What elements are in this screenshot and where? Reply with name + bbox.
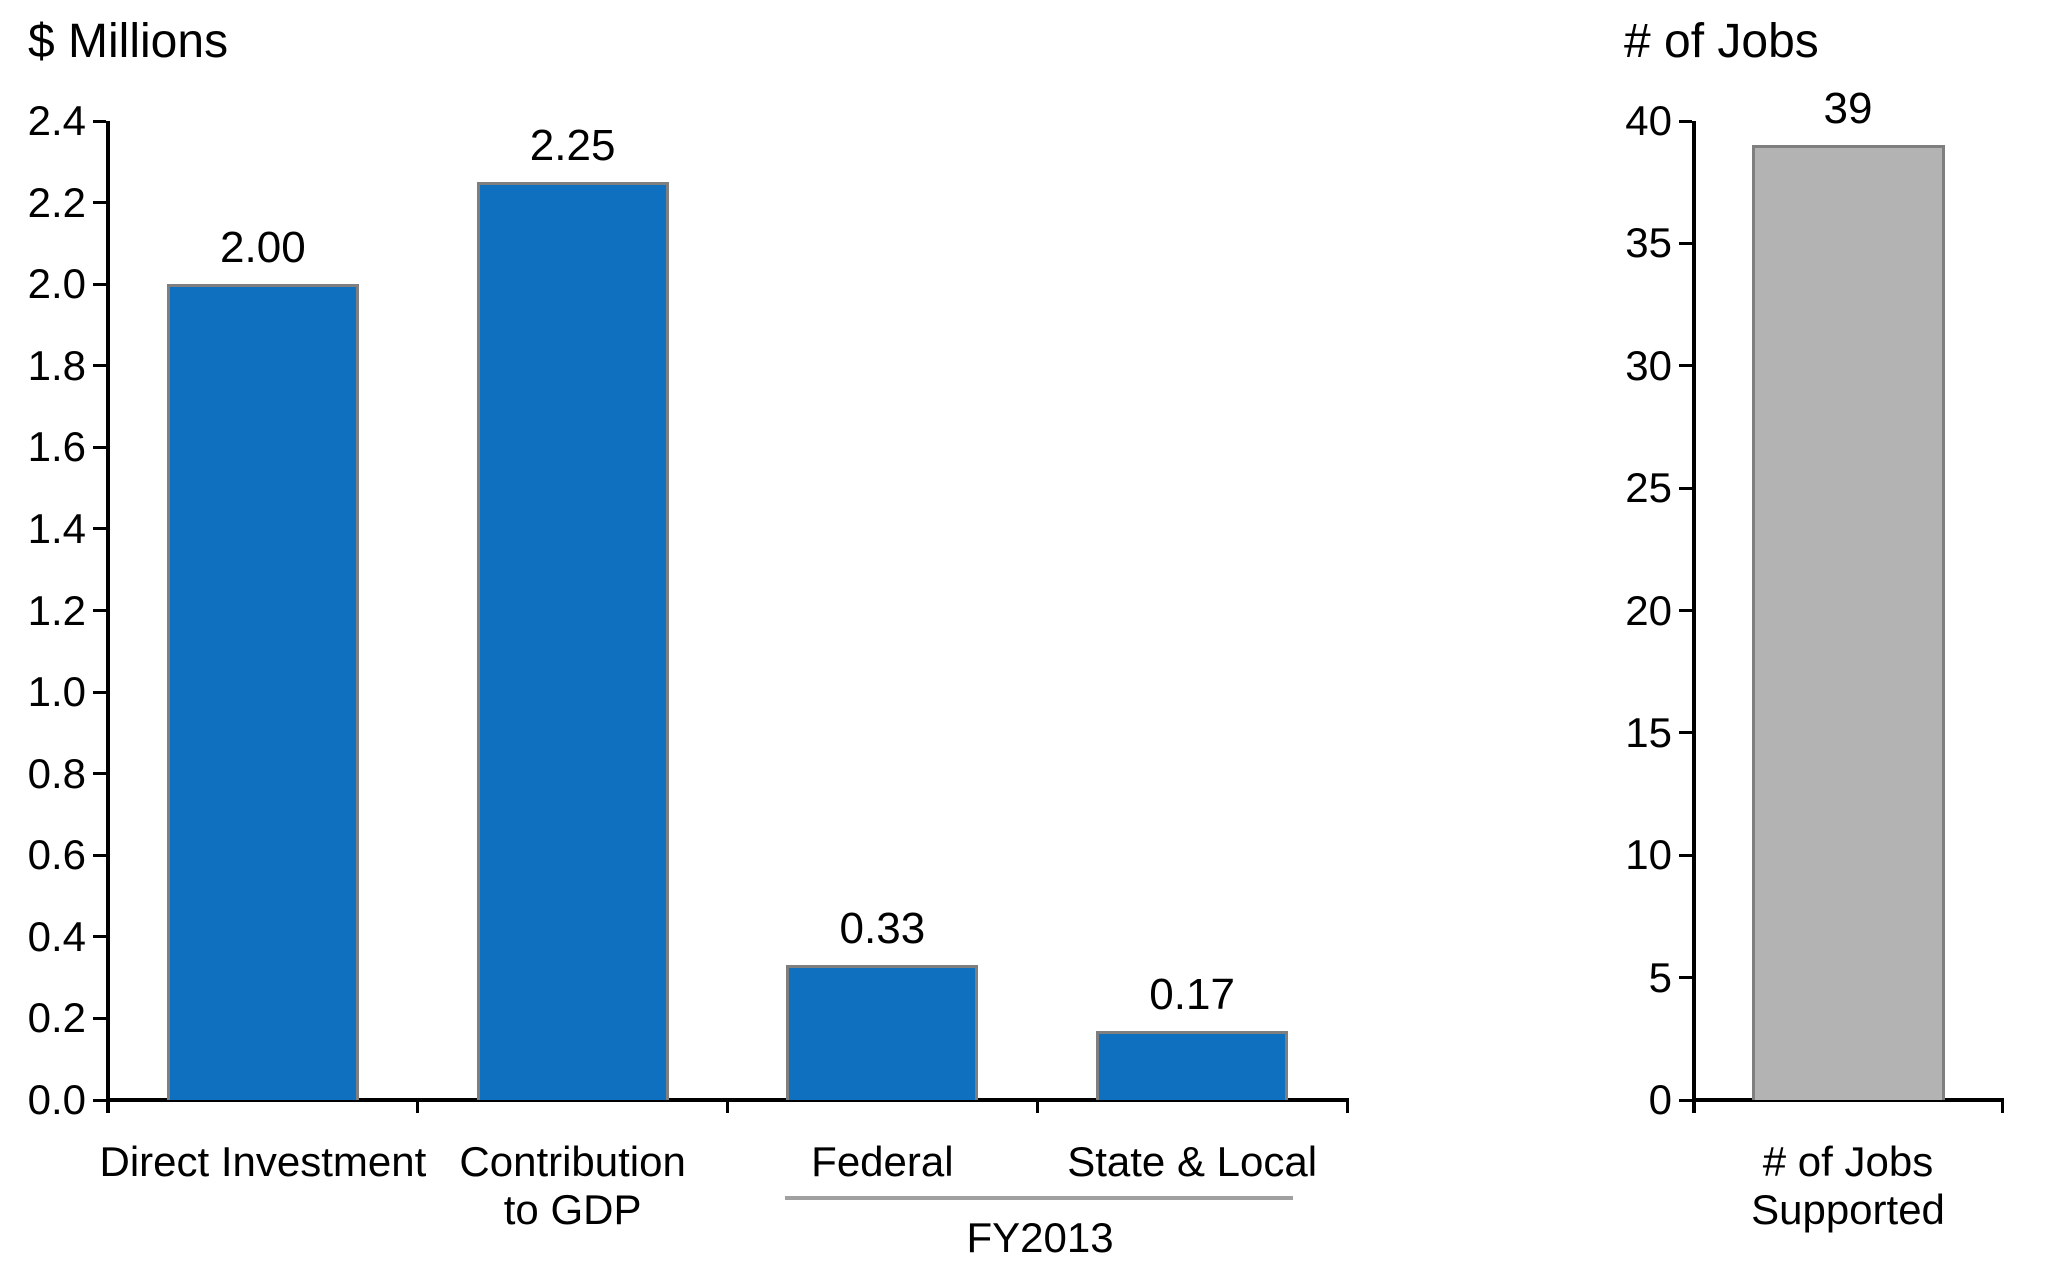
y-axis-tick [93, 527, 106, 531]
y-tick-label: 2.4 [27, 97, 86, 144]
y-axis-tick [1679, 853, 1692, 857]
x-axis-line [1692, 1098, 2004, 1102]
y-tick-label: 40 [1625, 97, 1672, 144]
x-axis-tick [416, 1100, 420, 1113]
category-group-label: FY2013 [966, 1214, 1114, 1261]
y-tick-label: 1.6 [27, 423, 86, 471]
y-tick-label: 5 [1648, 953, 1672, 1001]
y-tick-label: 0 [1648, 1076, 1672, 1123]
y-axis-line [106, 121, 110, 1113]
y-axis-line [1692, 121, 1696, 1113]
y-tick-label: 20 [1625, 586, 1672, 634]
bar-contribution-to-gdp [476, 182, 669, 1100]
y-axis-tick [93, 772, 106, 776]
y-axis-tick [1679, 976, 1692, 980]
y-tick-label: 15 [1625, 708, 1672, 756]
y-axis-tick [93, 201, 106, 205]
y-tick-label: 10 [1625, 831, 1672, 879]
y-tick-label: 25 [1625, 464, 1672, 512]
y-axis-tick [1679, 731, 1692, 735]
bar-state-local [1096, 1030, 1289, 1100]
y-tick-label: 1.2 [27, 586, 86, 634]
y-axis-tick [1679, 1098, 1692, 1102]
category-label: State & Local [1067, 1138, 1318, 1185]
y-tick-label: 35 [1625, 219, 1672, 267]
bar-of-jobs-supported [1751, 145, 1945, 1100]
bar-federal [786, 965, 979, 1100]
y-axis-tick [93, 119, 106, 123]
bar-direct-investment [166, 284, 359, 1100]
y-axis-tick [93, 690, 106, 694]
y-tick-label: 0.0 [27, 1076, 86, 1123]
y-axis-tick [1679, 364, 1692, 368]
y-axis-tick [93, 282, 106, 286]
bar-value-label: 0.33 [839, 904, 926, 954]
y-axis-tick [1679, 486, 1692, 490]
y-tick-label: 0.8 [27, 749, 86, 797]
y-axis-tick [93, 609, 106, 612]
y-tick-label: 1.0 [27, 668, 86, 716]
x-axis-tick [726, 1100, 729, 1113]
category-label: Direct Investment [99, 1138, 427, 1185]
y-axis-tick [93, 935, 106, 939]
jobs-chart-title: # of Jobs [1624, 15, 1819, 68]
y-tick-label: 0.6 [27, 831, 86, 879]
y-tick-label: 30 [1625, 341, 1672, 389]
bar-value-label: 2.25 [529, 121, 616, 171]
x-axis-tick [1035, 1100, 1039, 1113]
category-group-line [785, 1196, 1293, 1200]
y-tick-label: 0.2 [27, 994, 86, 1042]
y-axis-tick [1679, 609, 1692, 612]
category-label: Federal [811, 1138, 954, 1185]
y-axis-tick [1679, 241, 1692, 245]
y-axis-tick [1679, 119, 1692, 123]
x-axis-tick [2000, 1100, 2004, 1113]
bar-value-label: 39 [1823, 84, 1873, 134]
y-tick-label: 1.4 [27, 504, 86, 552]
x-axis-tick [1345, 1100, 1349, 1113]
y-axis-tick [93, 1098, 106, 1102]
bar-value-label: 2.00 [220, 223, 306, 273]
y-tick-label: 0.4 [27, 912, 86, 960]
bar-value-label: 0.17 [1149, 969, 1235, 1019]
y-tick-label: 2.0 [27, 260, 86, 308]
millions-chart-title: $ Millions [28, 15, 229, 68]
y-axis-tick [93, 445, 106, 449]
y-axis-tick [93, 853, 106, 857]
y-axis-tick [93, 1016, 106, 1020]
category-label: # of Jobs Supported [1751, 1138, 1945, 1233]
y-tick-label: 2.2 [27, 178, 86, 226]
y-tick-label: 1.8 [27, 341, 86, 389]
category-label: Contribution to GDP [459, 1138, 686, 1233]
y-axis-tick [93, 364, 106, 368]
